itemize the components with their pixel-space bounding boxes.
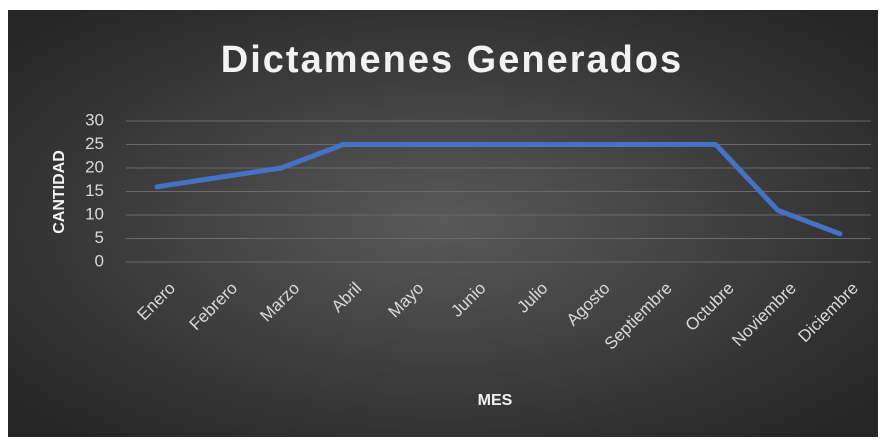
y-tick-label: 20 [85,157,104,176]
y-tick-label: 0 [95,251,104,270]
y-tick-label: 25 [85,134,104,153]
chart-title: Dictamenes Generados [221,39,683,81]
x-axis-title: MES [478,392,513,409]
y-axis-title: CANTIDAD [51,150,68,234]
y-tick-label: 15 [85,181,104,200]
y-tick-label: 30 [85,110,104,129]
y-tick-label: 10 [85,204,104,223]
data-line [154,142,843,237]
chart-background [8,10,878,437]
y-tick-label: 5 [95,228,104,247]
